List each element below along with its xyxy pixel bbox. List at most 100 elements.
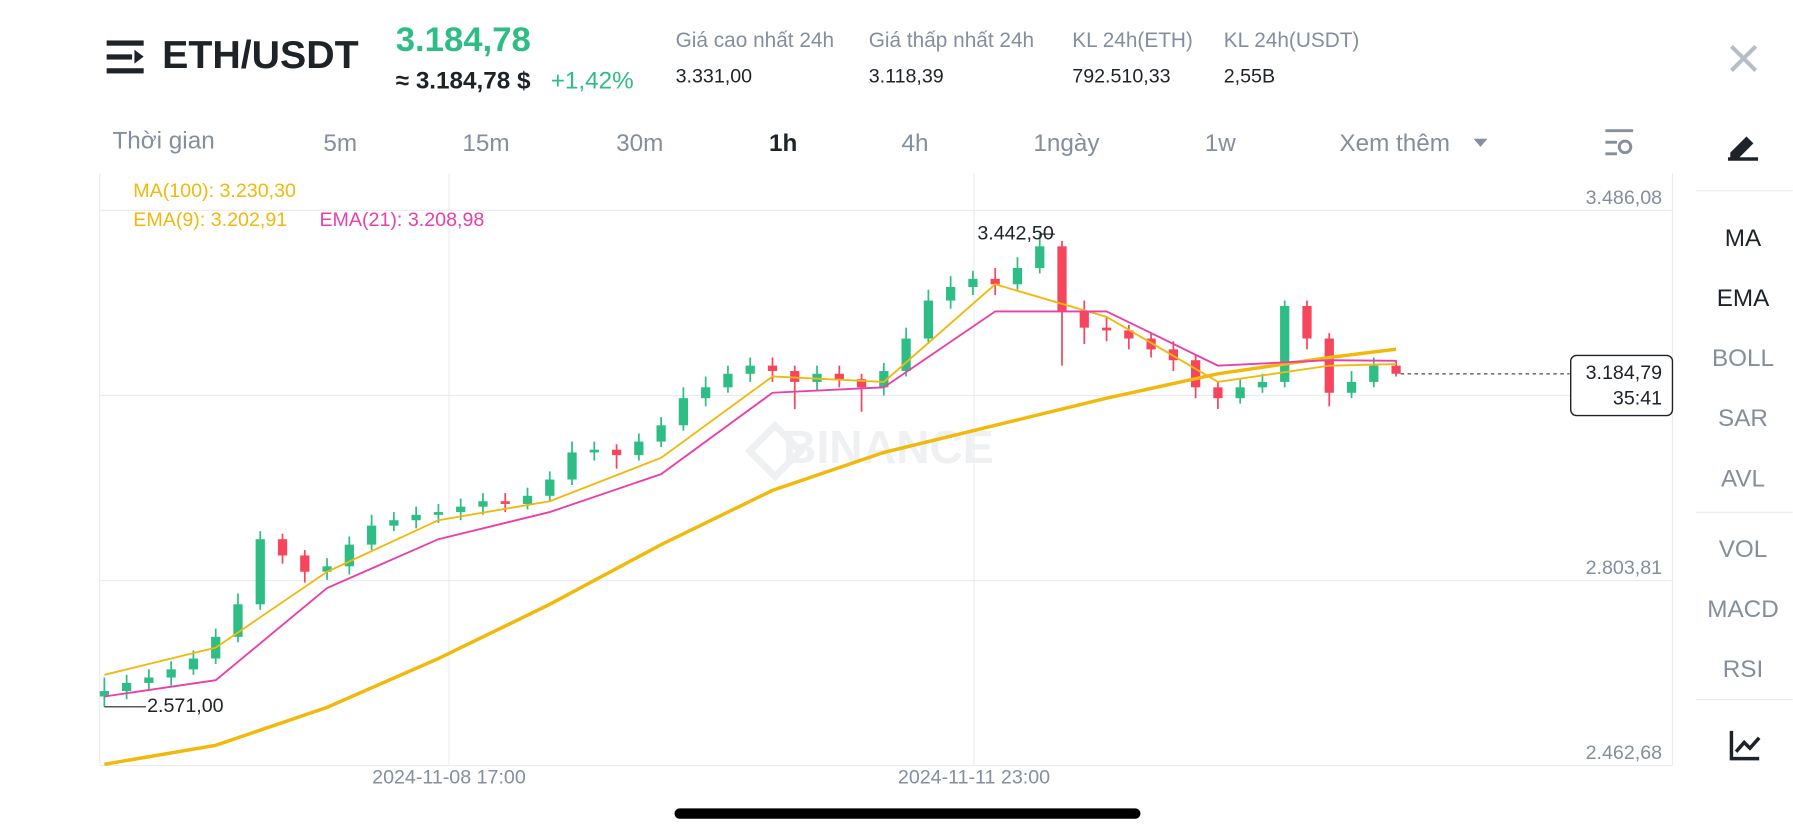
timeframe-tab[interactable]: 30m xyxy=(616,130,663,157)
candle-body xyxy=(144,677,154,683)
indicator[interactable]: MA xyxy=(1725,225,1762,252)
candle-body xyxy=(1146,338,1156,350)
candle-body xyxy=(1235,387,1245,399)
candle-body xyxy=(300,555,310,572)
candle-body xyxy=(522,495,533,504)
x-tick-label: 2024-11-11 23:00 xyxy=(898,766,1050,788)
candle-body xyxy=(1101,327,1112,331)
timeframe-tab[interactable]: 4h xyxy=(902,130,929,157)
annotation: 2.571,00 xyxy=(147,695,224,717)
stat-label: Giá cao nhất 24h xyxy=(676,29,834,52)
candle-body xyxy=(1346,381,1357,393)
candle-body xyxy=(500,501,510,504)
menu-icon[interactable] xyxy=(106,40,144,74)
watermark: BINANCE xyxy=(783,421,994,473)
candle-body xyxy=(678,398,689,426)
y-tick-label: 3.486,08 xyxy=(1586,187,1663,209)
draw-icon[interactable] xyxy=(1727,136,1759,161)
indicator-list: MA EMA BOLL SAR AVL VOL MACD RSI xyxy=(1707,225,1778,683)
candle-body xyxy=(767,365,778,372)
candle-body xyxy=(99,691,109,697)
y-tick-label: 2.803,81 xyxy=(1586,557,1662,579)
candle-body xyxy=(233,604,243,637)
candle-body xyxy=(589,449,599,453)
candle-body xyxy=(1391,365,1401,374)
indicator[interactable]: EMA xyxy=(1717,285,1770,312)
candle-body xyxy=(946,286,956,301)
timeframe-tabs: 5m 15m 30m 1h 4h 1ngày 1w xyxy=(323,130,1236,157)
timeframe-tab[interactable]: 1h xyxy=(769,130,797,157)
candle-body xyxy=(389,520,399,526)
candle-body xyxy=(545,479,555,496)
stat-value: 792.510,33 xyxy=(1072,66,1170,88)
candle-body xyxy=(701,387,711,399)
indicator[interactable]: AVL xyxy=(1721,465,1765,492)
candle-body xyxy=(344,544,354,567)
timeframe-tab[interactable]: 5m xyxy=(323,130,357,157)
candle-body xyxy=(856,379,867,388)
timeframe-tab[interactable]: 1w xyxy=(1205,130,1236,157)
indicator[interactable]: BOLL xyxy=(1712,345,1774,372)
indicator-legend: MA(100): 3.230,30 xyxy=(133,180,296,202)
candle-body xyxy=(1257,381,1268,388)
candle-body xyxy=(968,278,978,287)
candle-body xyxy=(166,669,176,678)
stat-label: KL 24h(ETH) xyxy=(1072,29,1193,52)
pair[interactable]: ETH/USDT xyxy=(162,33,358,77)
candle-body xyxy=(1213,387,1223,399)
indicator-legend: EMA(21): 3.208,98 xyxy=(319,209,484,231)
chart-tool-icon[interactable] xyxy=(1729,730,1761,761)
candle-body xyxy=(322,566,332,572)
y-tick-label: 2.462,68 xyxy=(1586,742,1663,764)
indicator[interactable]: SAR xyxy=(1718,405,1768,432)
stat-value: 3.118,39 xyxy=(869,66,944,88)
candle-body xyxy=(1302,305,1312,339)
settings-icon[interactable] xyxy=(1605,129,1634,156)
candle-body xyxy=(611,449,622,456)
last-price-box xyxy=(1570,354,1674,417)
change: +1,42% xyxy=(551,68,634,95)
candle-body xyxy=(456,506,466,513)
x-tick-label: 2024-11-08 17:00 xyxy=(372,766,526,788)
annotation: 3.442,50 xyxy=(977,222,1054,244)
candle-body xyxy=(990,278,1000,285)
indicator-line xyxy=(104,283,1397,676)
candle-body xyxy=(1079,311,1089,328)
candle-body xyxy=(1124,330,1134,339)
timeframe-tab[interactable]: 15m xyxy=(462,130,509,157)
candle-body xyxy=(411,514,421,521)
candle-body xyxy=(901,338,911,372)
candle-body xyxy=(366,525,377,545)
home-indicator xyxy=(674,808,1141,819)
candle-body xyxy=(834,373,844,380)
candle-body xyxy=(1168,349,1178,361)
timeframe-tab[interactable]: 1ngày xyxy=(1033,130,1100,157)
indicator-line xyxy=(104,310,1397,698)
candle-body xyxy=(1191,360,1201,388)
last-price: 3.184,78 xyxy=(396,21,531,59)
candle-body xyxy=(478,501,488,507)
last-price-label: 3.184,79 xyxy=(1586,362,1662,384)
candle-body xyxy=(255,539,265,605)
sub-indicator[interactable]: VOL xyxy=(1719,536,1768,563)
sub-indicator[interactable]: MACD xyxy=(1707,596,1778,623)
close-button[interactable] xyxy=(1730,44,1758,72)
candle-body xyxy=(1280,305,1290,382)
more-caret xyxy=(1473,138,1488,147)
candle-body xyxy=(277,539,288,556)
stats: Giá cao nhất 24h 3.331,00 Giá thấp nhất 24… xyxy=(676,29,1360,88)
candle-body xyxy=(1035,246,1045,269)
indicator-legend: EMA(9): 3.202,91 xyxy=(133,209,287,231)
candle-body xyxy=(121,682,132,692)
candle-body xyxy=(634,441,644,456)
more-button[interactable]: Xem thêm xyxy=(1339,130,1450,157)
candle-body xyxy=(433,512,444,515)
candle-body xyxy=(656,425,666,442)
candle-body xyxy=(923,300,934,339)
sub-indicator[interactable]: RSI xyxy=(1723,656,1763,683)
candle-body xyxy=(1369,365,1379,382)
stat-value: 3.331,00 xyxy=(676,66,753,88)
time-label: Thời gian xyxy=(112,128,214,155)
stat-label: Giá thấp nhất 24h xyxy=(869,29,1034,52)
